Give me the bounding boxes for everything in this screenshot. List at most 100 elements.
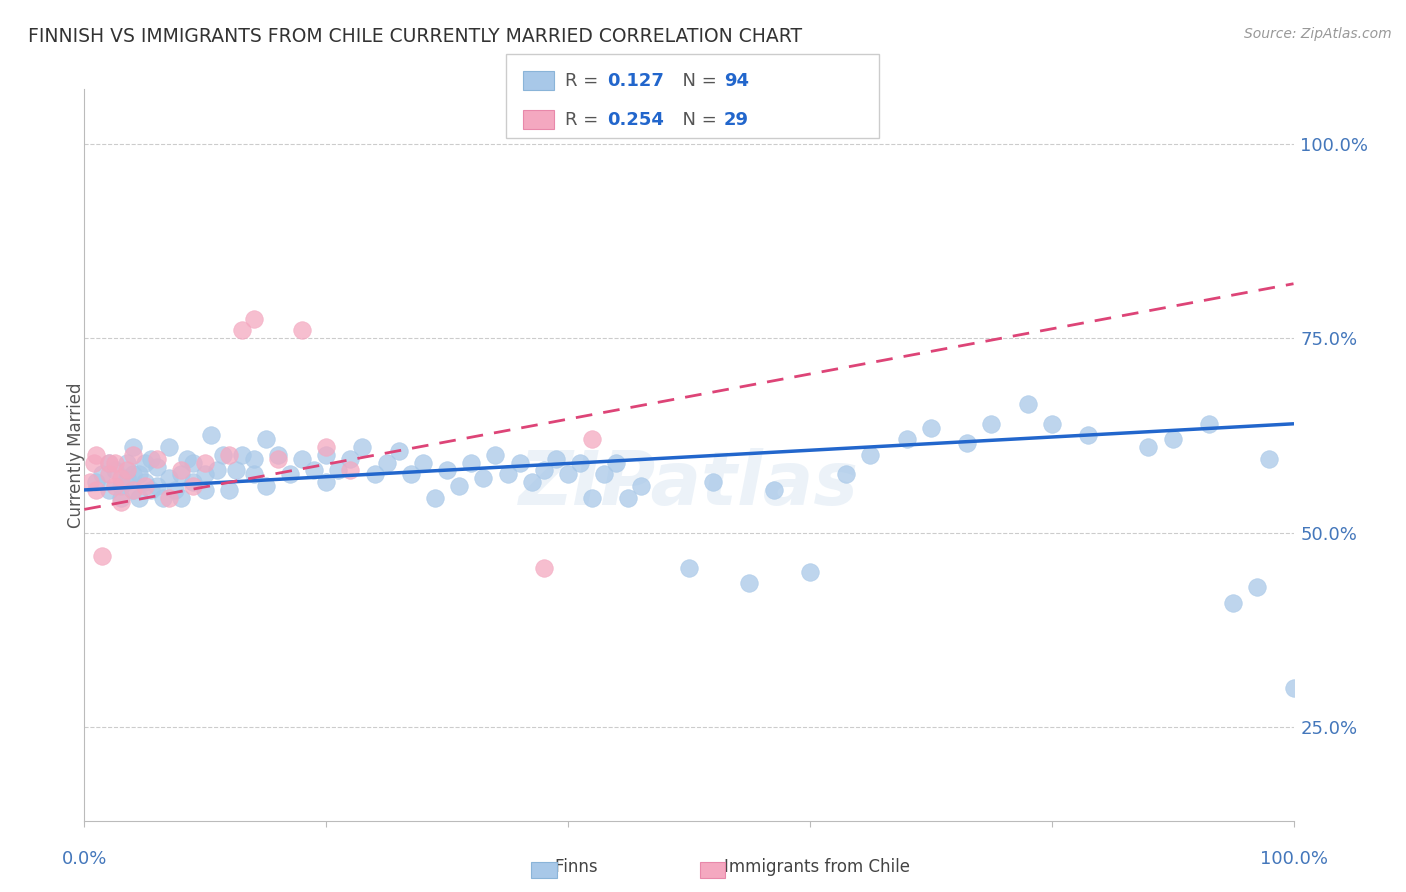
Text: 0.127: 0.127 [607, 71, 664, 89]
Point [91, 549, 114, 563]
Point [315, 440, 337, 454]
Text: Finns: Finns [534, 858, 598, 876]
Point [181, 479, 204, 493]
Point [194, 483, 217, 497]
Point [104, 463, 127, 477]
Text: N =: N = [671, 111, 723, 128]
Point [110, 471, 132, 485]
Point [896, 433, 918, 447]
Point [176, 451, 198, 466]
Point [231, 448, 253, 462]
Point [139, 451, 162, 466]
Point [225, 463, 247, 477]
Point [1222, 596, 1244, 610]
Point [134, 475, 156, 490]
Point [157, 491, 180, 505]
Point [231, 323, 253, 337]
Point [115, 456, 138, 470]
Point [128, 491, 150, 505]
Point [678, 560, 700, 574]
Point [980, 417, 1002, 431]
Point [181, 456, 204, 470]
Point [328, 463, 350, 477]
Point [86, 448, 108, 462]
Point [79, 475, 101, 490]
Point [157, 440, 180, 454]
Point [242, 451, 264, 466]
Point [104, 456, 127, 470]
Point [242, 467, 264, 482]
Point [1137, 440, 1160, 454]
Text: 29: 29 [724, 111, 749, 128]
Point [1161, 433, 1184, 447]
Text: 0.0%: 0.0% [62, 850, 107, 868]
Point [115, 471, 138, 485]
Point [157, 471, 180, 485]
Point [569, 456, 592, 470]
Point [593, 467, 616, 482]
Point [194, 467, 217, 482]
Point [170, 463, 193, 477]
Point [762, 483, 785, 497]
Point [352, 440, 374, 454]
Point [267, 448, 290, 462]
Point [1198, 417, 1220, 431]
Point [363, 467, 385, 482]
Point [617, 491, 640, 505]
Point [799, 565, 821, 579]
Point [200, 428, 222, 442]
Point [581, 491, 603, 505]
Point [291, 451, 314, 466]
Point [146, 451, 169, 466]
Point [557, 467, 579, 482]
Point [496, 467, 519, 482]
Point [146, 459, 169, 474]
Point [423, 491, 446, 505]
Point [605, 456, 627, 470]
Point [146, 479, 169, 493]
Point [339, 451, 361, 466]
Point [702, 475, 724, 490]
Point [139, 483, 162, 497]
Point [194, 456, 217, 470]
Point [267, 451, 290, 466]
Point [91, 467, 114, 482]
Point [121, 467, 143, 482]
Point [170, 491, 193, 505]
Point [121, 483, 143, 497]
Point [399, 467, 422, 482]
Point [1246, 580, 1268, 594]
Point [86, 483, 108, 497]
Point [1258, 451, 1281, 466]
Point [121, 448, 143, 462]
Point [121, 483, 143, 497]
Point [86, 475, 108, 490]
Point [212, 448, 235, 462]
Point [83, 456, 105, 470]
Text: FINNISH VS IMMIGRANTS FROM CHILE CURRENTLY MARRIED CORRELATION CHART: FINNISH VS IMMIGRANTS FROM CHILE CURRENT… [28, 27, 803, 45]
Point [302, 463, 325, 477]
Point [110, 479, 132, 493]
Point [254, 433, 277, 447]
Point [110, 491, 132, 505]
Point [956, 436, 979, 450]
Text: R =: R = [565, 71, 605, 89]
Point [315, 475, 337, 490]
Point [152, 491, 174, 505]
Point [449, 479, 471, 493]
Point [291, 323, 314, 337]
Point [218, 483, 240, 497]
Text: R =: R = [565, 111, 605, 128]
Point [484, 448, 506, 462]
Point [121, 440, 143, 454]
Point [1282, 681, 1305, 696]
Point [97, 456, 120, 470]
Text: Source: ZipAtlas.com: Source: ZipAtlas.com [1244, 27, 1392, 41]
Text: N =: N = [671, 71, 723, 89]
Point [170, 467, 193, 482]
Point [388, 444, 411, 458]
Y-axis label: Currently Married: Currently Married [67, 382, 84, 528]
Point [520, 475, 543, 490]
Text: ZIPatlas: ZIPatlas [519, 448, 859, 521]
Point [412, 456, 434, 470]
